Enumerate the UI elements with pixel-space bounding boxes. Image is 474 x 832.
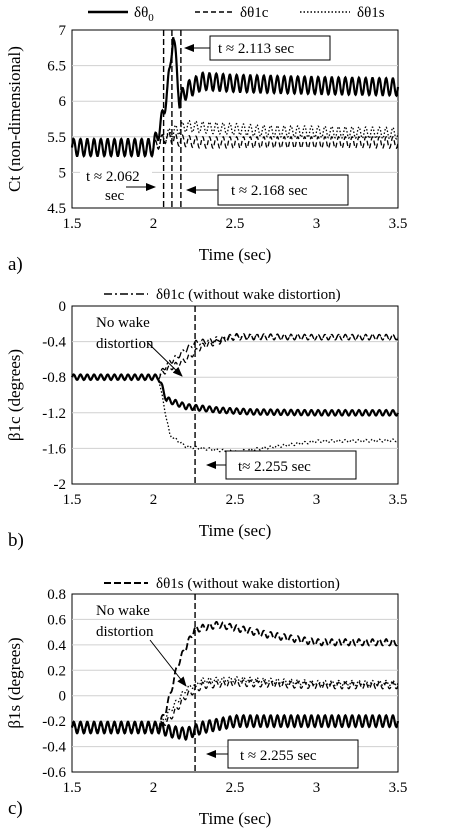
- annotation-bg-a2: [80, 168, 152, 204]
- annotation-text-c1: No wake: [96, 603, 150, 619]
- plot-frame-c: [71, 593, 399, 773]
- x-tick-label: 2.5: [226, 492, 245, 508]
- x-tick-label: 3: [313, 780, 321, 796]
- x-tick-label: 2.5: [226, 216, 245, 232]
- y-axis-label-b: β1c (degrees): [5, 349, 24, 441]
- annotation-text-b1: No wake: [96, 315, 150, 331]
- chart-panel-b: δθ1c (without wake distortion) -2 -1.6 -1.…: [5, 287, 407, 551]
- series-group-b: [70, 332, 400, 454]
- y-tick-label: 0: [59, 689, 67, 705]
- legend-label-delta-theta0: δθ0: [134, 5, 154, 24]
- tick-labels-a: 4.5 5 5.5 6 6.5 7 1.5 2 2.5 3 3.5: [47, 23, 407, 232]
- vlines-group-a: [162, 30, 182, 208]
- legend-label-b: δθ1c (without wake distortion): [156, 287, 341, 303]
- y-axis-label-c: β1s (degrees): [5, 637, 24, 728]
- x-tick-label: 2: [150, 780, 158, 796]
- x-tick-label: 3.5: [389, 780, 408, 796]
- annotation-arrow-c1: [149, 639, 187, 687]
- legend-label-c: δθ1s (without wake distortion): [156, 576, 340, 592]
- panel-label-c: c): [8, 798, 23, 819]
- gridlines-b: [72, 341, 398, 449]
- annotation-box-c2: [227, 739, 359, 769]
- plot-frame-b: [71, 305, 399, 485]
- y-tick-label: -0.4: [42, 335, 66, 351]
- y-tick-label: -0.8: [42, 370, 66, 386]
- y-tick-label: 5.5: [47, 130, 66, 146]
- y-axis-label-a: Ct (non-dimensional): [5, 46, 24, 192]
- annotation-text-c2: t ≈ 2.255 sec: [240, 748, 317, 764]
- series-line: [71, 675, 399, 732]
- y-tick-label: 0: [59, 299, 67, 315]
- legend-c: δθ1s (without wake distortion): [104, 576, 340, 592]
- y-tick-label: 5: [59, 165, 67, 181]
- x-tick-label: 3.5: [389, 216, 408, 232]
- series-group-a: [70, 37, 400, 158]
- series-line: [71, 375, 399, 454]
- panel-label-a: a): [8, 254, 23, 275]
- x-tick-label: 2: [150, 216, 158, 232]
- x-axis-label-c: Time (sec): [199, 809, 272, 828]
- y-tick-label: 0.6: [47, 612, 66, 628]
- x-tick-label: 3.5: [389, 492, 408, 508]
- plot-frame-a: [71, 29, 399, 209]
- y-tick-label: 7: [59, 23, 67, 39]
- y-tick-label: -0.2: [42, 714, 66, 730]
- tick-labels-c: -0.6 -0.4 -0.2 0 0.2 0.4 0.6 0.8 1.5 2 2.5 3 3.5: [42, 587, 407, 796]
- x-tick-label: 2.5: [226, 780, 245, 796]
- y-tick-label: 6: [59, 94, 67, 110]
- chart-panel-a: 4.5 5 5.5 6 6.5 7 1.5 2 2.5 3 3.5 Time (sec) Ct (n…: [5, 23, 407, 275]
- x-tick-label: 1.5: [63, 492, 82, 508]
- legend-top: δθ0 δθ1c δθ1s: [88, 5, 385, 24]
- y-tick-label: 0.8: [47, 587, 66, 603]
- series-line: [71, 679, 399, 732]
- series-line: [71, 332, 399, 381]
- annotation-text-a1: t ≈ 2.113 sec: [218, 41, 294, 57]
- x-axis-label-b: Time (sec): [199, 521, 272, 540]
- legend-label-delta-theta1s: δθ1s: [357, 5, 385, 21]
- annotation-arrow-b1: [147, 342, 183, 377]
- x-tick-label: 3: [313, 492, 321, 508]
- series-line: [70, 713, 400, 741]
- x-tick-label: 1.5: [63, 216, 82, 232]
- panel-label-b: b): [8, 530, 24, 551]
- y-tick-label: -0.6: [42, 765, 66, 781]
- y-tick-label: -1.6: [42, 441, 66, 457]
- y-tick-label: 6.5: [47, 59, 66, 75]
- annotation-text-c1-line2: distortion: [96, 624, 154, 640]
- y-tick-label: 4.5: [47, 201, 66, 217]
- series-line: [71, 120, 399, 155]
- annotation-text-a2-line2: sec: [105, 188, 124, 204]
- annotation-box-a3: [217, 174, 349, 206]
- y-tick-label: 0.4: [47, 638, 66, 654]
- x-axis-label-a: Time (sec): [199, 245, 272, 264]
- annotation-text-a2: t ≈ 2.062: [86, 169, 140, 185]
- annotation-box-a1: [209, 35, 331, 61]
- y-tick-label: -1.2: [42, 406, 66, 422]
- y-tick-label: 0.2: [47, 663, 66, 679]
- x-tick-label: 2: [150, 492, 158, 508]
- series-line: [70, 373, 400, 417]
- chart-panel-c: δθ1s (without wake distortion) -0.6-0.4-…: [5, 576, 407, 828]
- series-line: [71, 621, 399, 733]
- annotation-text-b1-line2: distortion: [96, 336, 154, 352]
- series-group-c: [70, 621, 400, 741]
- y-tick-label: -2: [54, 477, 67, 493]
- legend-b: δθ1c (without wake distortion): [104, 287, 341, 303]
- legend-label-delta-theta1c: δθ1c: [240, 5, 269, 21]
- x-tick-label: 1.5: [63, 780, 82, 796]
- annotation-text-b2: t≈ 2.255 sec: [238, 459, 311, 475]
- annotation-text-a3: t ≈ 2.168 sec: [231, 183, 308, 199]
- y-tick-label: -0.4: [42, 740, 66, 756]
- x-tick-label: 3: [313, 216, 321, 232]
- tick-labels-b: -2 -1.6 -1.2 -0.8 -0.4 0 1.5 2 2.5 3 3.5: [42, 299, 407, 508]
